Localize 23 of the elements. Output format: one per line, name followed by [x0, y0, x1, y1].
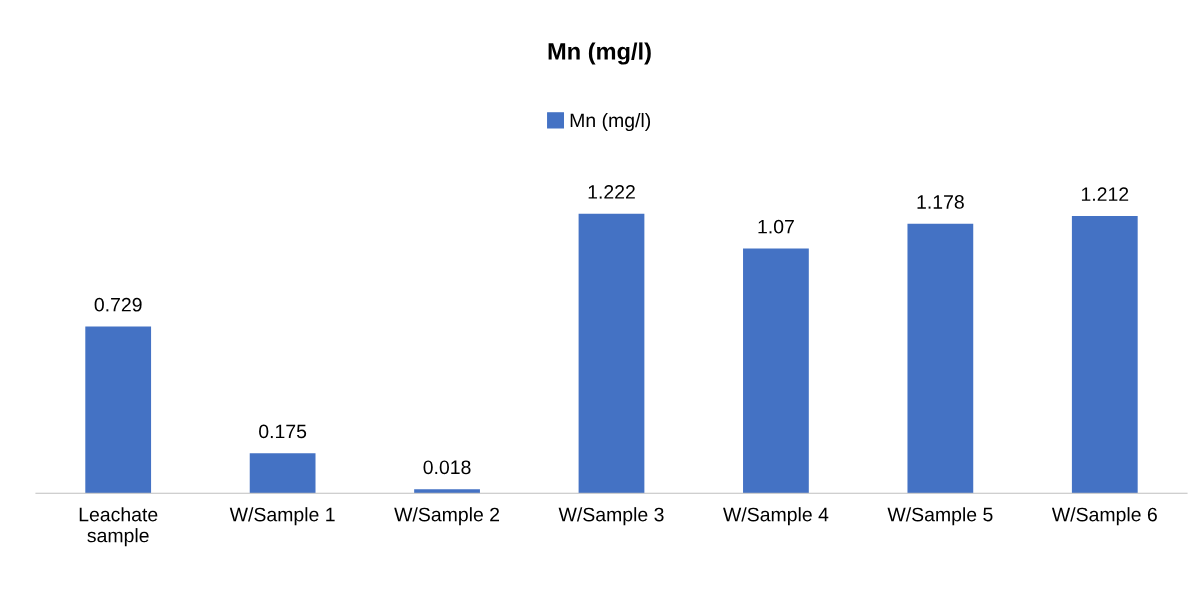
- bar: [743, 248, 809, 494]
- data-label: 0.729: [94, 297, 142, 312]
- x-tick-label: W/Sample 5: [887, 507, 993, 526]
- bar: [249, 453, 316, 494]
- legend-label: Mn (mg/l): [570, 112, 651, 132]
- data-label: 1.178: [917, 195, 964, 209]
- chart-title: Mn (mg/l): [548, 42, 651, 65]
- data-label: 1.07: [758, 219, 794, 234]
- bar: [1071, 216, 1138, 494]
- data-label: 0.175: [259, 424, 307, 439]
- bar: [907, 223, 974, 494]
- bar: [85, 326, 152, 494]
- data-label: 1.222: [588, 185, 635, 199]
- x-tick-label: W/Sample 3: [558, 507, 664, 526]
- data-label: 0.018: [423, 460, 471, 475]
- x-tick-label: W/Sample 2: [394, 507, 500, 526]
- x-tick-label: W/Sample 6: [1051, 507, 1157, 526]
- bar: [578, 213, 645, 494]
- x-tick-label: W/Sample 4: [723, 507, 829, 526]
- data-label: 1.212: [1081, 187, 1129, 201]
- x-tick-label: Leachate sample: [79, 507, 158, 547]
- x-tick-label: W/Sample 1: [229, 507, 335, 526]
- bar: [414, 489, 480, 494]
